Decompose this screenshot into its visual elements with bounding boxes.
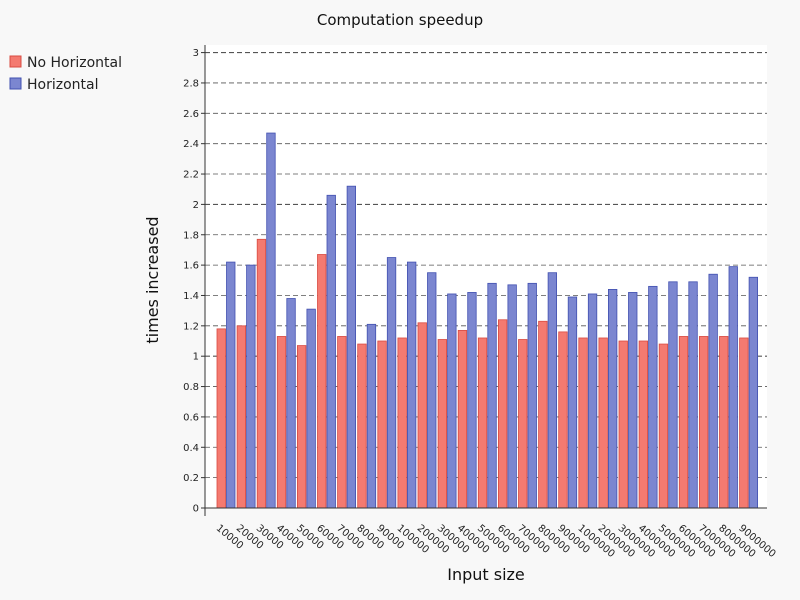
bar-horizontal [728,266,738,509]
y-tick-label: 1 [193,352,199,363]
bar-no-horizontal [638,340,648,509]
legend: No Horizontal Horizontal [9,55,122,93]
x-tick-labels: 1000020000300004000050000600007000080000… [214,523,778,560]
y-tick-label: 1.2 [183,321,199,332]
bar-no-horizontal [317,254,327,509]
y-axis-label: times increased [143,216,162,343]
bar-horizontal [748,276,758,509]
bar-horizontal [266,132,276,509]
bar-horizontal [487,282,497,509]
bar-no-horizontal [558,331,568,509]
bar-horizontal [507,284,517,509]
y-tick-label: 0.8 [183,382,199,393]
bar-horizontal [668,281,678,509]
bar-no-horizontal [256,238,267,509]
bar-horizontal [608,289,618,509]
bar-no-horizontal [276,336,287,509]
bar-horizontal [587,293,598,509]
bar-horizontal [467,292,477,509]
bar-no-horizontal [377,340,387,509]
y-tick-labels: 0 0.2 0.4 0.6 0.8 1 1.2 1.4 1.6 1.8 2 2.2 2.4 2.6 2.8 3 [183,48,199,514]
y-tick-label: 2.2 [183,170,199,181]
legend-label-horizontal: Horizontal [27,77,98,93]
bar-horizontal [688,281,698,509]
bar-no-horizontal [357,343,367,509]
y-tick-label: 1.6 [183,261,199,272]
bar-horizontal [366,323,377,509]
bar-no-horizontal [216,328,226,509]
bars [216,132,758,509]
bar-no-horizontal [678,336,689,509]
bar-horizontal [226,261,236,509]
y-tick-label: 3 [193,48,199,59]
y-tick-label: 2.6 [183,109,199,120]
bar-no-horizontal [578,337,588,509]
bar-horizontal [567,296,578,509]
bar-horizontal [427,272,437,509]
y-tick-label: 2.8 [183,78,199,89]
bar-no-horizontal [457,329,468,509]
bar-horizontal [648,285,658,509]
bar-horizontal [708,273,718,509]
bar-horizontal [406,261,417,509]
legend-swatch-horizontal [9,77,22,90]
y-tick-label: 0 [193,504,199,515]
bar-no-horizontal [598,337,608,509]
bar-horizontal [326,194,336,509]
bar-no-horizontal [739,337,749,509]
y-tick-label: 1.8 [183,230,199,241]
bar-no-horizontal [337,336,347,509]
y-tick-label: 2 [193,200,199,211]
bar-no-horizontal [236,325,247,509]
bar-horizontal [527,282,537,509]
bar-horizontal [386,257,397,509]
bar-no-horizontal [719,336,729,509]
bar-no-horizontal [699,336,709,509]
bar-horizontal [346,185,357,509]
bar-horizontal [246,264,256,509]
bar-horizontal [286,298,296,509]
bar-no-horizontal [538,320,548,509]
legend-label-no-horizontal: No Horizontal [27,55,122,71]
y-tick-label: 0.6 [183,412,199,423]
bar-no-horizontal [497,319,508,509]
bar-no-horizontal [477,337,488,509]
legend-swatch-no-horizontal [9,55,22,68]
bar-no-horizontal [397,337,407,509]
bar-no-horizontal [618,340,628,509]
bar-no-horizontal [658,343,669,509]
bar-horizontal [306,308,316,509]
y-tick-label: 0.4 [183,443,199,454]
bar-horizontal [547,272,557,509]
x-axis-label: Input size [447,565,525,584]
bar-no-horizontal [417,322,427,509]
y-tick-label: 1.4 [183,291,199,302]
bar-horizontal [628,292,638,509]
chart-title: Computation speedup [317,11,483,29]
bar-no-horizontal [437,339,448,509]
bar-horizontal [447,293,457,509]
y-tick-label: 2.4 [183,139,199,150]
bar-no-horizontal [296,345,307,509]
y-tick-label: 0.2 [183,473,199,484]
bar-no-horizontal [518,339,528,509]
